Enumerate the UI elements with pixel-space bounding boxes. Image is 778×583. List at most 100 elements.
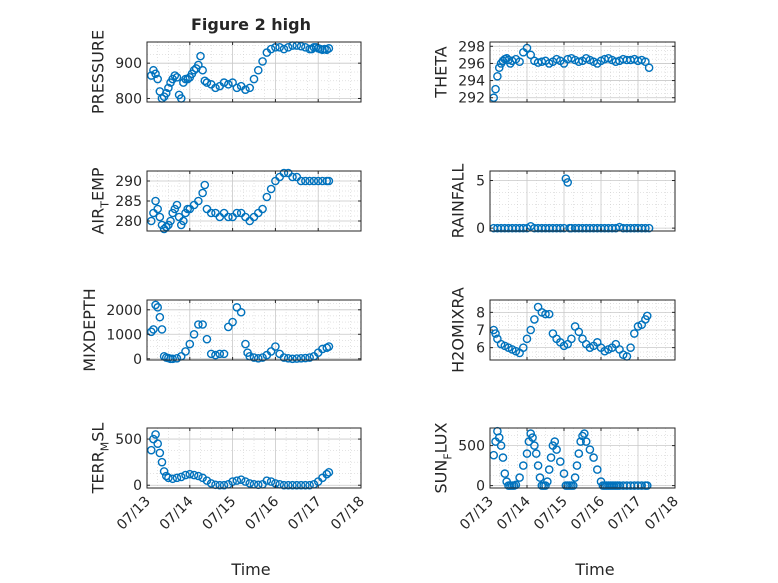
- h2omixra-data-point: [626, 343, 635, 352]
- theta-y-tick-label: 296: [458, 56, 485, 72]
- air-temp-data-point: [313, 176, 323, 186]
- pressure-data-point: [253, 65, 263, 75]
- terr-msl-data-point: [322, 469, 332, 479]
- terr-msl-data-point: [155, 448, 165, 458]
- rainfall-data-point: [641, 223, 650, 233]
- terr-msl-data-point: [151, 430, 160, 439]
- pressure-data-point: [172, 72, 182, 82]
- mixdepth-y-tick-label: 1000: [106, 327, 142, 343]
- sun-flux-data-point: [498, 453, 508, 462]
- mixdepth-data-point: [155, 312, 165, 322]
- theta-data-point: [491, 84, 500, 94]
- mixdepth-y-axis-label: MIXDEPTH: [80, 288, 99, 371]
- air-temp-data-point: [324, 176, 334, 186]
- rainfall-y-tick-label: 0: [476, 221, 485, 237]
- mixdepth-data-point: [153, 303, 162, 312]
- sun-flux-data-point: [556, 457, 565, 466]
- sun-flux-axes-box: [489, 427, 676, 489]
- theta-data-point: [526, 50, 536, 60]
- sun-flux-data-point: [581, 437, 591, 446]
- theta-y-tick-label: 294: [458, 74, 485, 90]
- pressure-data-point: [224, 80, 233, 89]
- mixdepth-data-point: [253, 353, 263, 363]
- mixdepth-data-point: [194, 320, 203, 329]
- h2omixra-y-axis-label: H2OMIXRA: [449, 287, 468, 373]
- sun-flux-data-point: [519, 461, 528, 470]
- h2omixra-data-point: [544, 309, 554, 319]
- sun-flux-data-point: [500, 469, 510, 478]
- air-temp-data-point: [224, 212, 233, 222]
- terr-msl-data-point: [301, 480, 310, 490]
- pressure-data-point: [196, 51, 205, 61]
- pressure-data-point: [211, 83, 220, 93]
- terr-msl-y-axis-label: TERRMSL: [89, 423, 112, 495]
- terr-msl-data-point: [241, 477, 250, 486]
- sun-flux-data-point: [528, 433, 537, 442]
- terr-msl-data-point: [262, 476, 272, 485]
- pressure-data-point: [296, 41, 306, 51]
- mixdepth-data-point: [232, 303, 242, 312]
- terr-msl-data-point: [292, 480, 302, 490]
- pressure-data-point: [258, 57, 267, 66]
- mixdepth-data-point: [198, 320, 207, 329]
- air-temp-y-tick-label: 290: [115, 174, 142, 190]
- air-temp-data-point: [296, 176, 306, 186]
- pressure-data-point: [194, 60, 203, 70]
- sun-flux-data-point: [544, 465, 554, 474]
- sun-flux-data-point: [494, 433, 504, 442]
- mixdepth-data-point: [271, 342, 280, 351]
- rainfall-y-tick-label: 5: [476, 174, 485, 190]
- terr-msl-data-point: [215, 480, 225, 490]
- air-temp-data-point: [262, 192, 272, 202]
- pressure-data-point: [241, 85, 250, 94]
- terr-msl-data-point: [194, 471, 203, 481]
- pressure-y-tick-label: 900: [115, 56, 142, 72]
- sun-flux-data-point: [550, 437, 560, 446]
- pressure-data-point: [232, 83, 242, 93]
- terr-msl-data-point: [219, 480, 229, 490]
- mixdepth-data-point: [324, 342, 334, 351]
- terr-msl-data-point: [189, 470, 199, 480]
- air-temp-data-point: [279, 168, 289, 178]
- rainfall-data-point: [563, 178, 573, 187]
- air-temp-y-tick-label: 285: [115, 194, 142, 210]
- h2omixra-data-point: [526, 325, 536, 335]
- mixdepth-data-point: [241, 339, 250, 349]
- pressure-data-point: [219, 78, 229, 87]
- mixdepth-data-point: [236, 307, 246, 317]
- pressure-data-point: [170, 71, 180, 80]
- pressure-data-point: [245, 83, 255, 93]
- terr-msl-data-point: [266, 477, 276, 486]
- mixdepth-data-point: [224, 322, 233, 332]
- theta-data-point: [644, 63, 654, 73]
- mixdepth-axes-box: [146, 299, 362, 361]
- air-temp-data-point: [194, 196, 203, 206]
- sun-flux-data-point: [585, 445, 595, 454]
- mixdepth-y-tick-label: 0: [133, 352, 142, 368]
- rainfall-data-point: [644, 223, 654, 233]
- mixdepth-data-point: [249, 353, 259, 362]
- mixdepth-data-point: [219, 349, 229, 359]
- h2omixra-data-point: [567, 334, 576, 344]
- terr-msl-data-point: [305, 480, 314, 490]
- h2omixra-y-tick-label: 7: [476, 323, 485, 339]
- sun-flux-y-tick-label: 500: [458, 439, 485, 455]
- terr-msl-y-tick-label: 0: [133, 478, 142, 494]
- pressure-subplot: 800 900 PRESSURE: [89, 30, 362, 114]
- rainfall-subplot: 0 5 RAINFALL: [449, 164, 676, 238]
- mixdepth-data-point: [189, 329, 199, 339]
- air-temp-data-point: [200, 180, 210, 190]
- theta-axes-box: [489, 41, 676, 103]
- air-temp-data-point: [258, 204, 267, 214]
- air-temp-data-point: [166, 216, 175, 226]
- terr-msl-axes-box: [146, 427, 362, 489]
- sun-flux-data-point: [642, 481, 652, 490]
- terr-msl-data-point: [172, 473, 182, 483]
- sun-flux-data-point: [589, 453, 598, 462]
- pressure-data-point: [164, 83, 173, 93]
- sun-flux-data-point: [535, 473, 545, 482]
- mixdepth-data-point: [206, 349, 216, 359]
- sun-flux-data-point: [515, 473, 524, 482]
